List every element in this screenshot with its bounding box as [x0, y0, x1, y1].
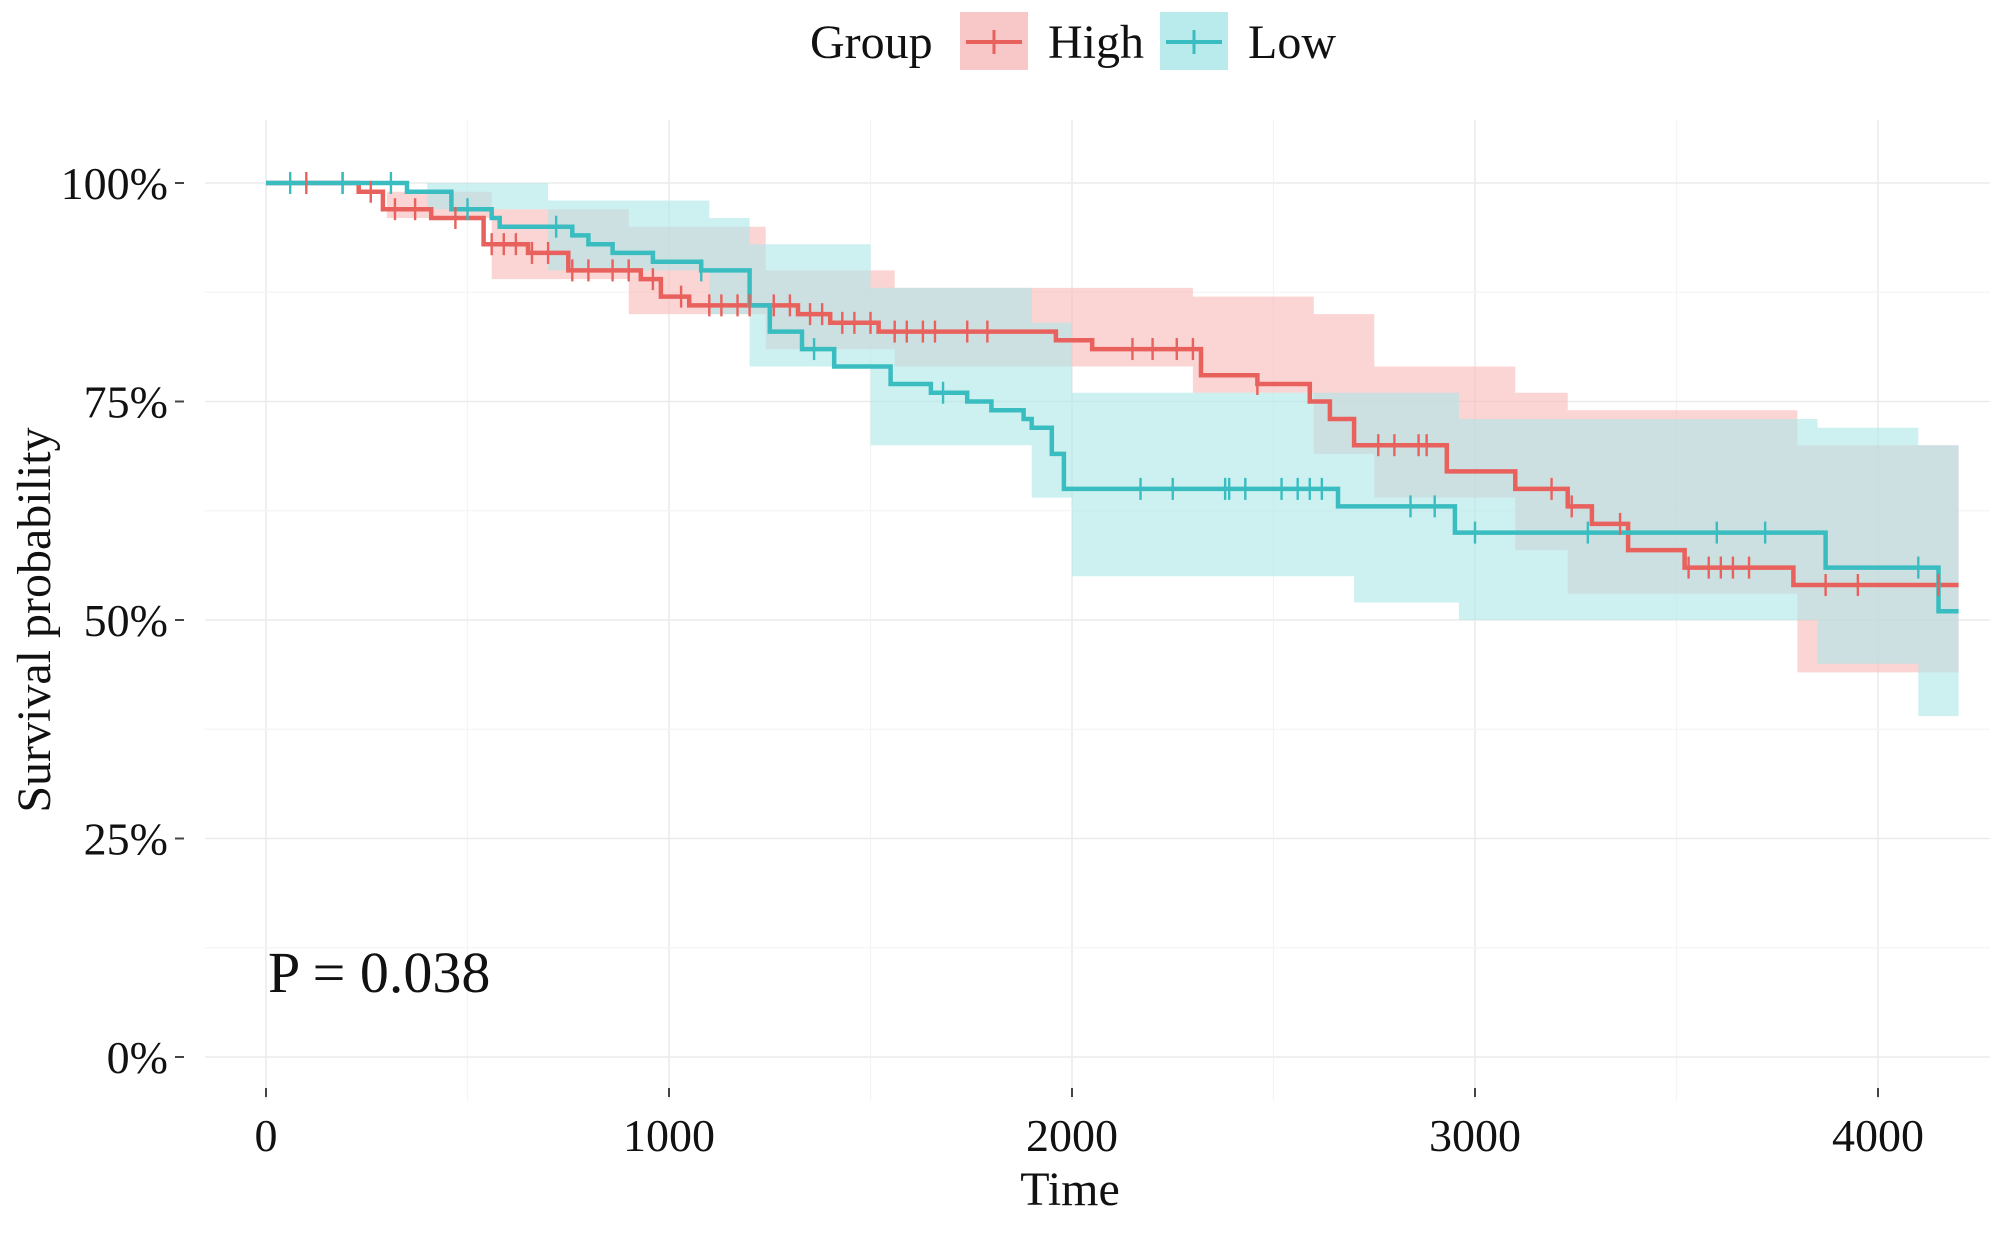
x-tick-label-2: 2000: [1026, 1110, 1118, 1161]
x-tick-label-1: 1000: [623, 1110, 715, 1161]
y-tick-label-4: 100%: [61, 158, 168, 209]
survival-curves: [266, 180, 1959, 614]
y-tick-label-2: 50%: [84, 595, 168, 646]
censor-marks: [288, 172, 1940, 597]
legend-label-high: High: [1048, 16, 1144, 69]
x-tick-label-0: 0: [255, 1110, 278, 1161]
x-axis-title: Time: [1020, 1163, 1120, 1216]
y-tick-label-0: 0%: [107, 1032, 168, 1083]
x-tick-label-4: 4000: [1832, 1110, 1924, 1161]
legend-item-low: Low: [1160, 12, 1336, 70]
y-tick-label-1: 25%: [84, 814, 168, 865]
x-tick-label-3: 3000: [1429, 1110, 1521, 1161]
survival-curve-low: [266, 180, 1959, 614]
legend-item-high: High: [960, 12, 1144, 70]
survival-curve-high: [266, 180, 1959, 588]
ci-band-low: [266, 183, 1959, 725]
p-value-annotation: P = 0.038: [268, 940, 490, 1005]
legend-title: Group: [810, 16, 933, 69]
y-tick-label-3: 75%: [84, 377, 168, 428]
y-axis-title: Survival probability: [8, 427, 61, 812]
axes: 0% 25% 50% 75% 100% 0 1000 2000 3000 4000: [61, 158, 1924, 1161]
legend: Group High Low: [810, 12, 1336, 70]
legend-label-low: Low: [1248, 16, 1336, 69]
